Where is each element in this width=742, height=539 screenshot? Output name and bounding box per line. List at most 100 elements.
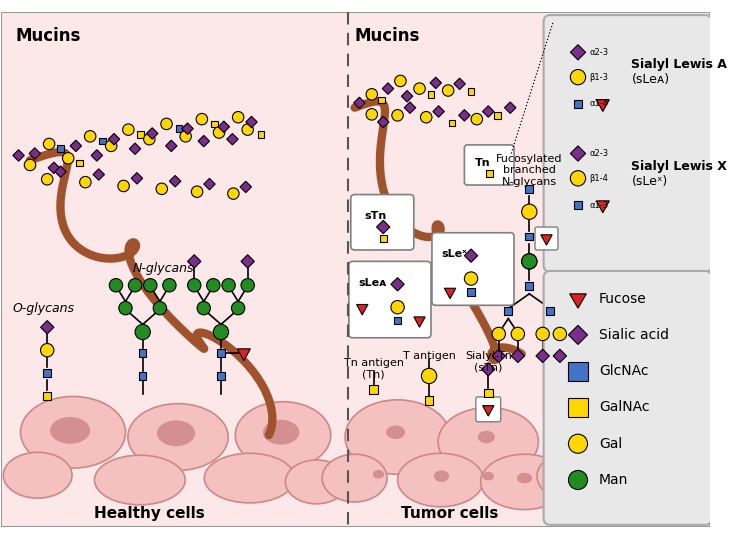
Text: sTn: sTn bbox=[364, 211, 387, 221]
Polygon shape bbox=[55, 166, 66, 177]
FancyBboxPatch shape bbox=[476, 397, 501, 421]
Text: GlcNAc: GlcNAc bbox=[599, 364, 649, 378]
Polygon shape bbox=[354, 97, 365, 109]
Text: GalNAc: GalNAc bbox=[599, 400, 649, 414]
Circle shape bbox=[442, 85, 454, 96]
Polygon shape bbox=[91, 150, 102, 161]
Ellipse shape bbox=[517, 473, 532, 483]
Polygon shape bbox=[511, 349, 525, 363]
Polygon shape bbox=[433, 106, 444, 118]
Polygon shape bbox=[378, 116, 389, 128]
Ellipse shape bbox=[482, 472, 494, 480]
Circle shape bbox=[228, 188, 239, 199]
Ellipse shape bbox=[537, 451, 611, 501]
Circle shape bbox=[144, 134, 155, 145]
Text: Gal: Gal bbox=[599, 437, 623, 451]
Circle shape bbox=[119, 301, 132, 315]
Circle shape bbox=[522, 254, 537, 269]
Text: α1-3: α1-3 bbox=[589, 201, 608, 210]
Polygon shape bbox=[131, 172, 142, 184]
FancyBboxPatch shape bbox=[432, 233, 514, 305]
Circle shape bbox=[128, 279, 142, 292]
Ellipse shape bbox=[204, 453, 295, 503]
Circle shape bbox=[162, 279, 176, 292]
Polygon shape bbox=[41, 321, 54, 334]
Circle shape bbox=[392, 109, 404, 121]
Circle shape bbox=[161, 118, 172, 130]
Polygon shape bbox=[29, 148, 41, 159]
Circle shape bbox=[135, 324, 151, 340]
Circle shape bbox=[554, 327, 567, 341]
Polygon shape bbox=[218, 121, 229, 133]
Text: Tn: Tn bbox=[475, 158, 490, 168]
Text: Tn antigen
(Tn): Tn antigen (Tn) bbox=[344, 358, 404, 379]
Circle shape bbox=[522, 254, 537, 269]
Circle shape bbox=[421, 368, 437, 384]
Circle shape bbox=[144, 279, 157, 292]
Polygon shape bbox=[454, 78, 465, 89]
Circle shape bbox=[62, 153, 74, 164]
Bar bbox=[547, 307, 554, 315]
Text: Sialyl Lewis X: Sialyl Lewis X bbox=[631, 161, 727, 174]
Text: (sLeˣ): (sLeˣ) bbox=[631, 175, 668, 188]
Polygon shape bbox=[492, 349, 505, 363]
Text: Fucosylated
branched
N-glycans: Fucosylated branched N-glycans bbox=[496, 154, 562, 186]
Bar bbox=[76, 160, 83, 167]
Ellipse shape bbox=[21, 397, 125, 468]
Polygon shape bbox=[391, 278, 404, 291]
Circle shape bbox=[79, 176, 91, 188]
Text: T antigen: T antigen bbox=[403, 351, 456, 361]
FancyBboxPatch shape bbox=[351, 195, 414, 250]
Circle shape bbox=[213, 127, 225, 138]
Polygon shape bbox=[237, 349, 250, 361]
Polygon shape bbox=[241, 255, 255, 268]
Circle shape bbox=[42, 174, 53, 185]
Circle shape bbox=[414, 83, 425, 94]
Text: Sialic acid: Sialic acid bbox=[599, 328, 669, 342]
Bar bbox=[525, 282, 533, 290]
Ellipse shape bbox=[94, 455, 186, 505]
Bar bbox=[525, 185, 533, 192]
Text: Fucose: Fucose bbox=[599, 292, 647, 306]
Circle shape bbox=[222, 279, 235, 292]
Circle shape bbox=[188, 279, 201, 292]
Circle shape bbox=[511, 327, 525, 341]
Circle shape bbox=[109, 279, 122, 292]
Polygon shape bbox=[571, 146, 585, 161]
Ellipse shape bbox=[434, 471, 449, 482]
Text: Sialyl Lewis A: Sialyl Lewis A bbox=[631, 58, 727, 71]
Bar bbox=[370, 385, 378, 393]
Text: Mucins: Mucins bbox=[355, 26, 420, 45]
Circle shape bbox=[536, 327, 549, 341]
Polygon shape bbox=[13, 150, 24, 161]
Polygon shape bbox=[459, 109, 470, 121]
Bar bbox=[467, 88, 474, 95]
Bar bbox=[211, 121, 217, 127]
FancyBboxPatch shape bbox=[535, 227, 558, 250]
Polygon shape bbox=[505, 102, 516, 113]
Bar bbox=[139, 372, 146, 380]
Text: α2-3: α2-3 bbox=[589, 48, 608, 57]
Polygon shape bbox=[165, 140, 177, 151]
Circle shape bbox=[568, 434, 588, 453]
Bar bbox=[394, 317, 401, 324]
Circle shape bbox=[105, 140, 117, 151]
Circle shape bbox=[180, 130, 191, 142]
Bar bbox=[43, 392, 51, 400]
Circle shape bbox=[395, 75, 406, 87]
Ellipse shape bbox=[372, 470, 384, 479]
Circle shape bbox=[366, 109, 378, 120]
Polygon shape bbox=[597, 201, 609, 213]
Polygon shape bbox=[188, 255, 201, 268]
Circle shape bbox=[242, 124, 254, 135]
Bar bbox=[176, 126, 183, 132]
Polygon shape bbox=[404, 102, 416, 113]
Polygon shape bbox=[554, 349, 567, 363]
Bar bbox=[99, 138, 106, 144]
Bar bbox=[378, 96, 384, 103]
Bar bbox=[139, 349, 146, 357]
Text: Man: Man bbox=[599, 473, 628, 487]
Bar bbox=[57, 146, 64, 152]
Circle shape bbox=[122, 124, 134, 135]
Ellipse shape bbox=[235, 402, 331, 468]
